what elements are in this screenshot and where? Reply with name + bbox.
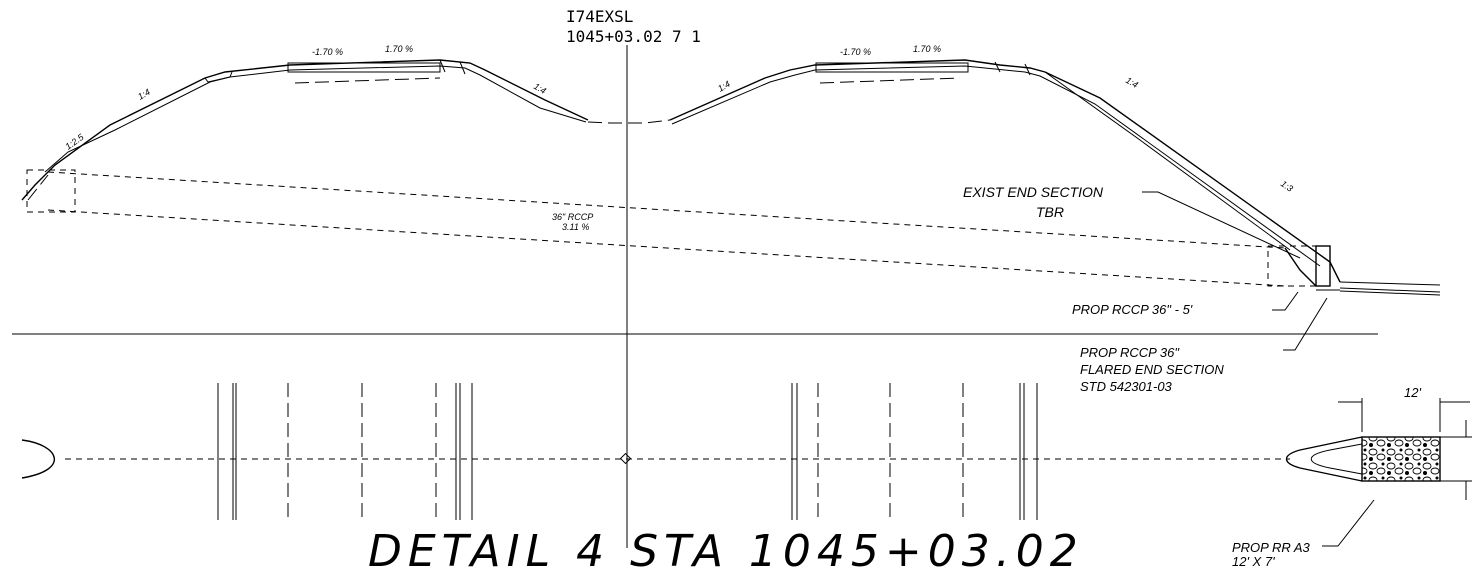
- slope-label-right-3: 1:3: [1279, 178, 1295, 193]
- riprap-dimension: 12': [1338, 385, 1472, 500]
- prop-rccp-label: PROP RCCP 36" - 5': [1072, 302, 1193, 317]
- exist-end-section-label: EXIST END SECTION: [963, 184, 1104, 200]
- riprap-label-1: PROP RR A3: [1232, 540, 1311, 555]
- prop-rccp-callout: PROP RCCP 36" - 5': [1072, 291, 1299, 317]
- pipe-profile: [26, 169, 1340, 291]
- flared-label-1: PROP RCCP 36": [1080, 345, 1180, 360]
- slope-label-right-1: 1:4: [716, 79, 732, 94]
- detail-title: DETAIL 4 STA 1045+03.02: [368, 526, 1084, 574]
- flared-end-section-callout: PROP RCCP 36" FLARED END SECTION STD 542…: [1080, 297, 1328, 394]
- flared-label-3: STD 542301-03: [1080, 379, 1173, 394]
- cross-slope-left-a: -1.70 %: [312, 47, 343, 57]
- left-embankment: [21, 59, 589, 201]
- riprap-pad: [1361, 436, 1441, 482]
- slope-label-left-3: 1:4: [532, 81, 548, 96]
- alignment-name: I74EXSL: [566, 7, 633, 26]
- slope-label-left-2: 1:4: [136, 87, 152, 102]
- riprap-label-2: 12' X 7': [1232, 554, 1275, 569]
- flared-label-2: FLARED END SECTION: [1080, 362, 1224, 377]
- pipe-size-label: 36" RCCP: [552, 212, 593, 222]
- exist-end-section-callout: EXIST END SECTION TBR: [963, 184, 1301, 259]
- dimension-width-label: 12': [1404, 385, 1421, 400]
- cross-slope-left-b: 1.70 %: [385, 44, 413, 54]
- tbr-label: TBR: [1036, 204, 1064, 220]
- station-label: 1045+03.02 7 1: [566, 27, 701, 46]
- plan-view: [21, 383, 1363, 520]
- cross-slope-right-b: 1.70 %: [913, 44, 941, 54]
- right-embankment: [669, 59, 1441, 296]
- pipe-grade-label: 3.11 %: [562, 222, 589, 232]
- riprap-callout: PROP RR A3 12' X 7': [1232, 499, 1375, 569]
- cross-slope-right-a: -1.70 %: [840, 47, 871, 57]
- alignment-header: I74EXSL 1045+03.02 7 1: [566, 7, 701, 46]
- slope-label-right-2: 1:4: [1124, 75, 1140, 90]
